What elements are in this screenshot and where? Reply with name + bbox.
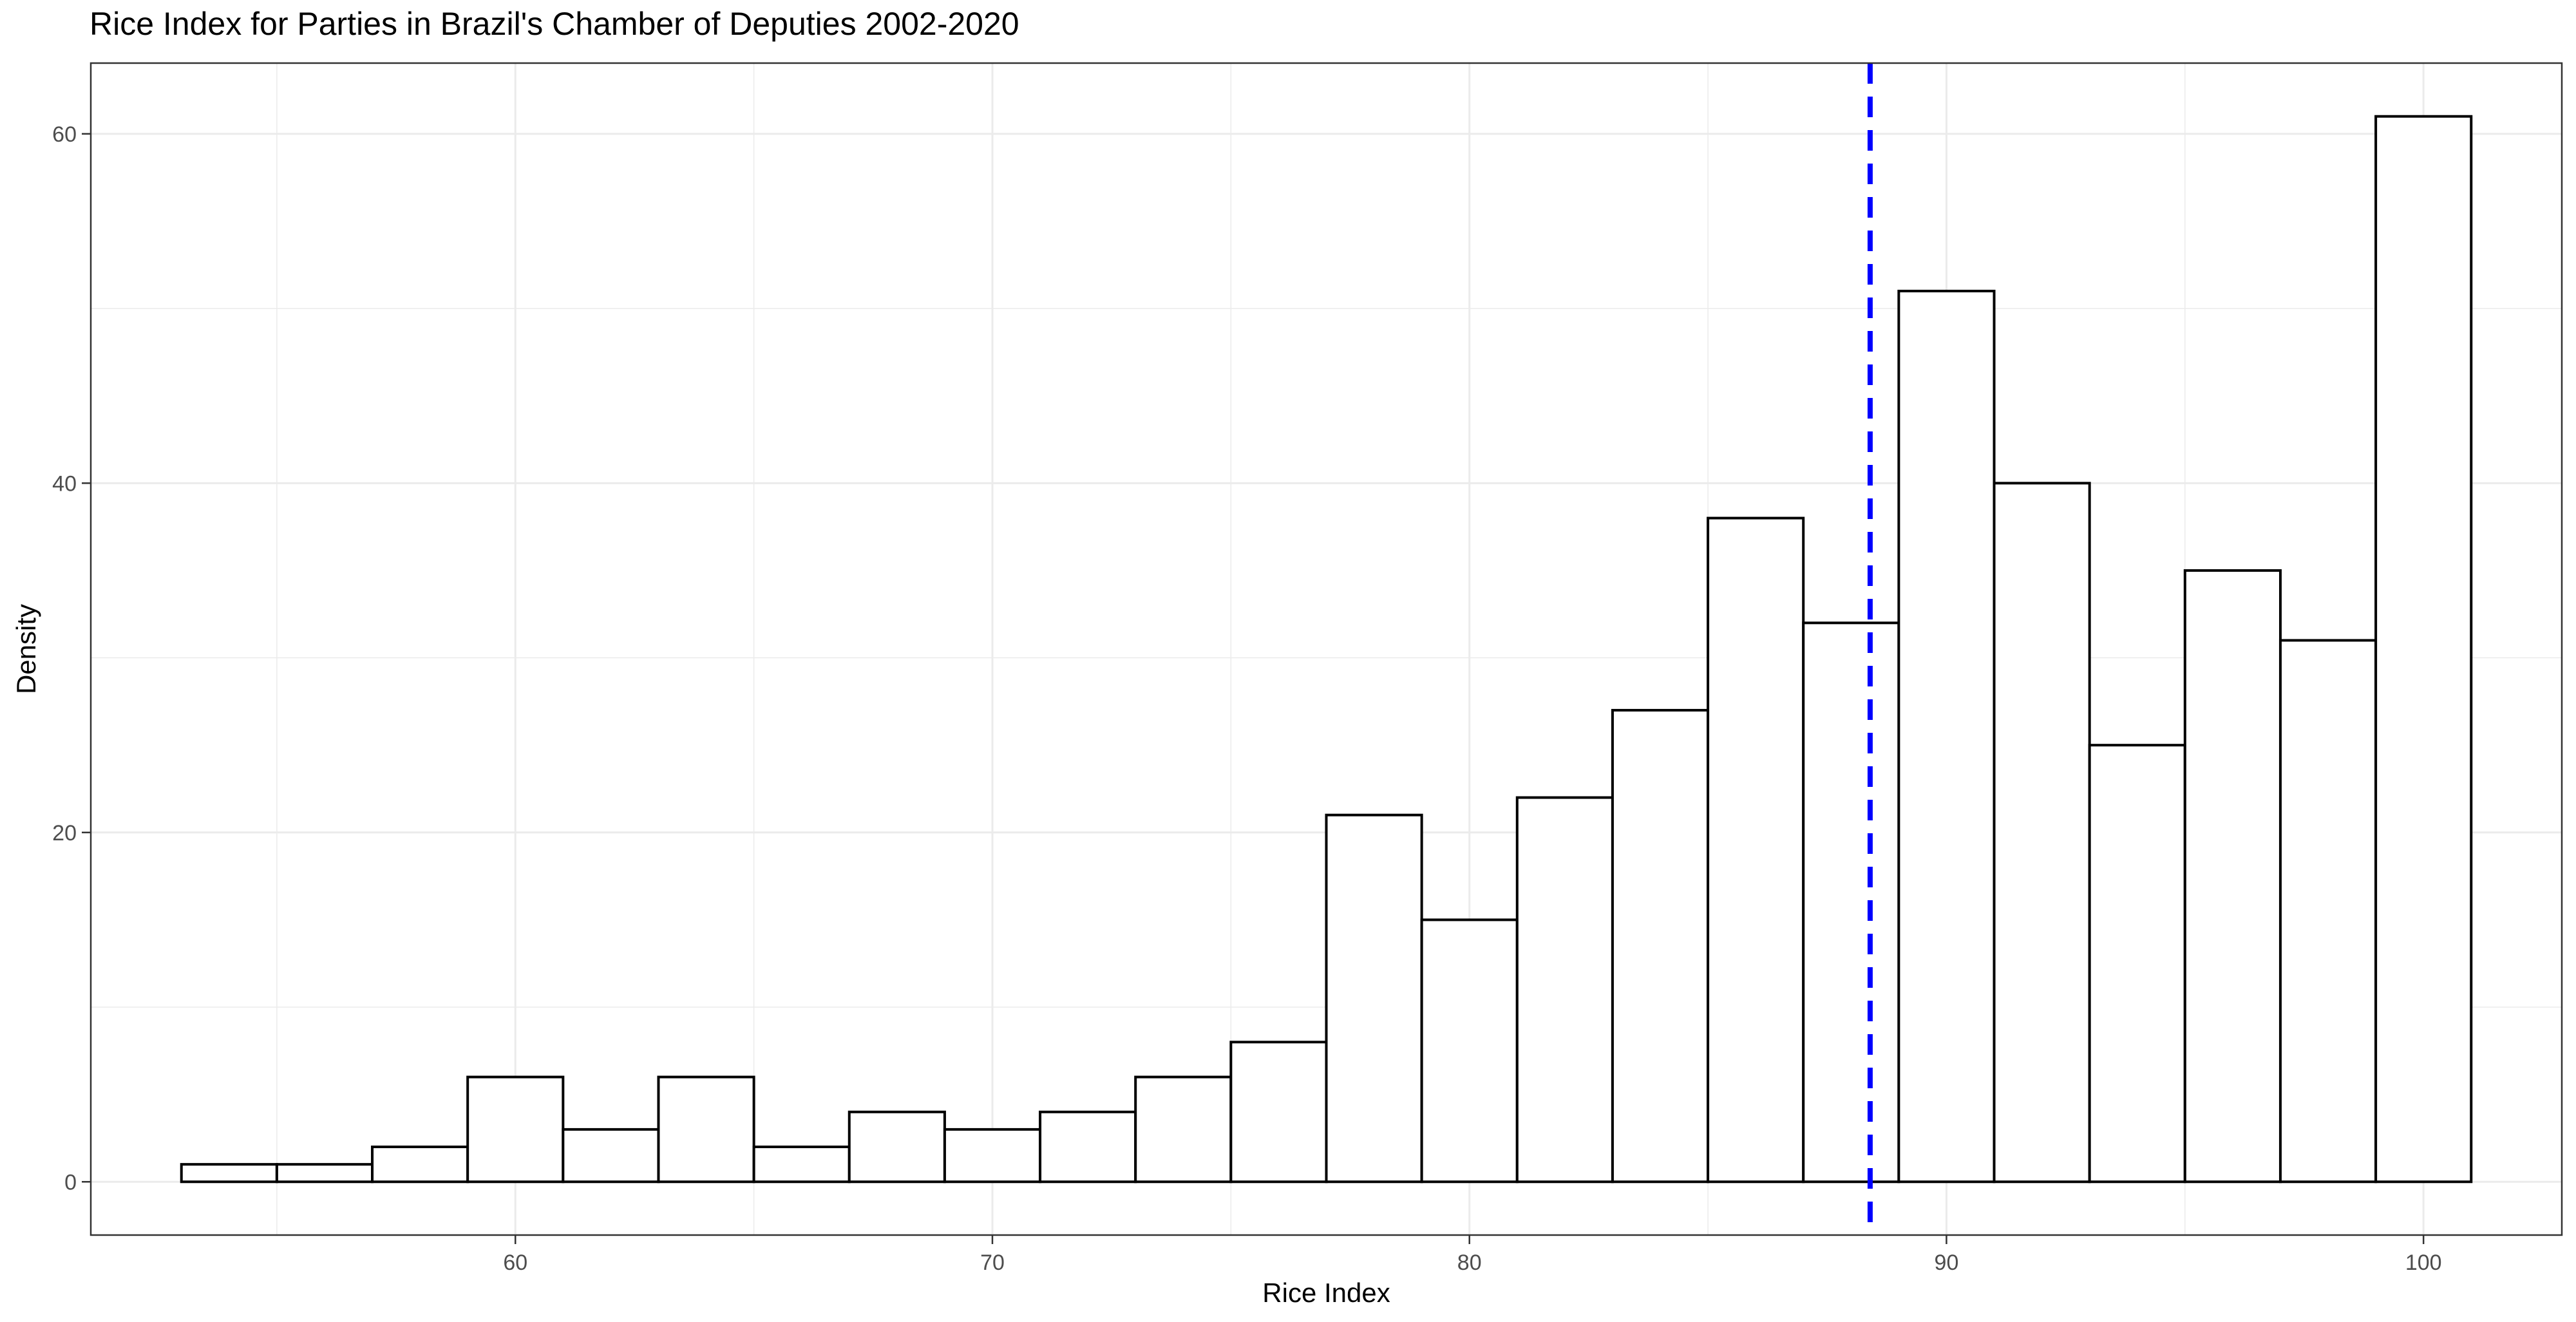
histogram-bar	[2183, 569, 2282, 1184]
histogram-bar	[1707, 516, 1805, 1184]
histogram-bar	[371, 1146, 469, 1184]
histogram-bar	[1897, 289, 1996, 1184]
histogram-bar	[562, 1128, 660, 1184]
histogram-bar	[466, 1075, 565, 1184]
histogram-bar	[752, 1146, 851, 1184]
histogram-bar	[2088, 744, 2186, 1184]
histogram-bar	[180, 1163, 278, 1184]
y-axis-title: Density	[11, 604, 41, 694]
histogram-bar	[1325, 813, 1423, 1184]
chart-title: Rice Index for Parties in Brazil's Chamb…	[90, 6, 1019, 42]
histogram-bar	[2278, 639, 2378, 1184]
x-tick-label: 90	[1935, 1251, 1959, 1275]
y-tick-label: 20	[52, 821, 77, 845]
histogram-bar	[1134, 1075, 1233, 1184]
y-axis: 0 20 40 60	[52, 122, 91, 1195]
x-tick-label: 60	[503, 1251, 527, 1275]
histogram-bar	[1515, 796, 1614, 1184]
x-axis: 60 70 80 90 100	[503, 1235, 2442, 1275]
histogram-bar	[2374, 115, 2473, 1184]
x-tick-label: 100	[2405, 1251, 2442, 1275]
histogram-bar	[1420, 918, 1519, 1184]
y-tick-label: 40	[52, 471, 77, 496]
histogram-bar	[275, 1163, 374, 1184]
histogram-bar	[848, 1110, 946, 1184]
histogram-bar	[1611, 708, 1710, 1184]
plot-panel-border	[90, 62, 2563, 1236]
histogram-bar	[1802, 621, 1900, 1184]
histogram-bars	[180, 115, 2473, 1184]
y-tick-label: 60	[52, 122, 77, 147]
histogram-bar	[943, 1128, 1042, 1184]
x-axis-title: Rice Index	[1262, 1278, 1390, 1308]
histogram-bar	[1993, 482, 2091, 1184]
x-tick-label: 70	[980, 1251, 1005, 1275]
histogram-bar	[1229, 1041, 1328, 1184]
y-tick-label: 0	[64, 1170, 77, 1195]
histogram-bar	[1039, 1110, 1137, 1184]
histogram-bar	[657, 1075, 755, 1184]
x-tick-label: 80	[1457, 1251, 1482, 1275]
